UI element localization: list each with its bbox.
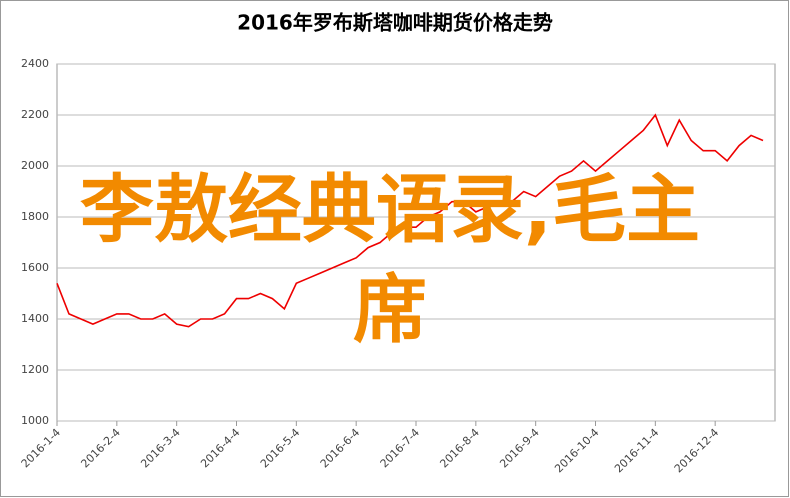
chart-title: 2016年罗布斯塔咖啡期货价格走势 xyxy=(237,11,553,35)
y-tick-label: 1600 xyxy=(21,261,49,274)
y-tick-label: 1000 xyxy=(21,414,49,427)
y-tick-label: 1400 xyxy=(21,312,49,325)
annotation: 李敖经典语录,毛主席 xyxy=(79,167,701,353)
y-tick-label: 2400 xyxy=(21,57,49,70)
price-line xyxy=(56,113,764,328)
y-tick-label: 1200 xyxy=(21,363,49,376)
y-tick-label: 2000 xyxy=(21,159,49,172)
y-tick-label: 1800 xyxy=(21,210,49,223)
y-tick-label: 2200 xyxy=(21,108,49,121)
